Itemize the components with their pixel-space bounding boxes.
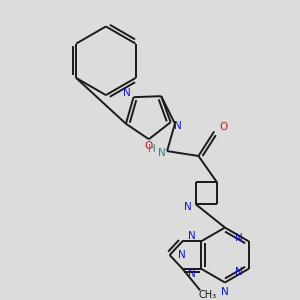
Text: N: N (178, 250, 185, 260)
Text: O: O (220, 122, 228, 132)
Text: N: N (184, 202, 191, 212)
Text: N: N (188, 231, 196, 242)
Text: CH₃: CH₃ (199, 290, 217, 300)
Text: N: N (221, 287, 229, 297)
Text: N: N (235, 267, 243, 277)
Text: O: O (145, 141, 153, 151)
Text: N: N (174, 121, 182, 131)
Text: N: N (123, 88, 130, 98)
Text: N: N (188, 269, 196, 279)
Text: N: N (235, 233, 243, 243)
Text: N: N (158, 148, 166, 158)
Text: H: H (148, 144, 155, 154)
